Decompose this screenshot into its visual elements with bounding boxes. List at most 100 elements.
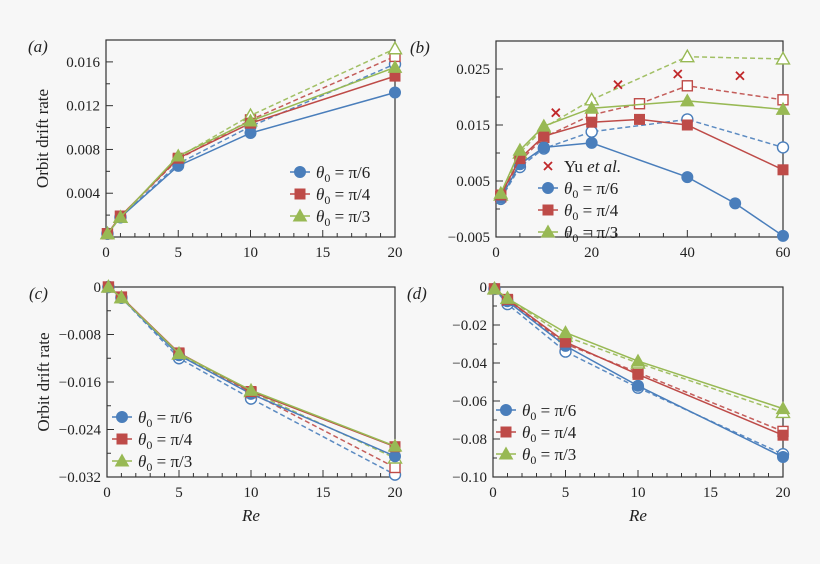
y-tick-label: −0.008 [59, 328, 101, 344]
legend-marker [294, 166, 306, 178]
legend-item-pi3: θ0 = π/3 [290, 207, 370, 229]
data-point [634, 113, 645, 125]
legend-label: θ0 = π/3 [138, 452, 192, 474]
legend-symbol: θ [564, 223, 572, 242]
legend-value: = π/6 [330, 163, 370, 182]
legend-value: = π/3 [578, 223, 618, 242]
legend-item-pi6: θ0 = π/6 [496, 401, 576, 423]
data-point [171, 345, 187, 359]
x-tick-label: 15 [316, 485, 331, 501]
legend-label: θ0 = π/3 [316, 207, 370, 229]
legend-subscript: 0 [146, 438, 152, 452]
x-tick-label: 10 [244, 485, 259, 501]
legend-subscript: 0 [572, 231, 578, 245]
legend-item-pi6: θ0 = π/6 [290, 163, 370, 185]
legend-item-pi4: θ0 = π/4 [290, 185, 371, 207]
legend-symbol: θ [522, 445, 530, 464]
series-line [106, 48, 396, 235]
legend-value: = π/3 [330, 207, 370, 226]
y-tick-label: −0.024 [59, 423, 102, 439]
legend-item-pi4: θ0 = π/4 [538, 201, 619, 223]
legend-label-italic: et al. [587, 157, 621, 176]
legend-item-pi4: θ0 = π/4 [496, 423, 577, 445]
legend: Yu et al.θ0 = π/6θ0 = π/4θ0 = π/3 [538, 157, 621, 245]
data-point [500, 290, 515, 304]
legend-item-pi6: θ0 = π/6 [112, 408, 192, 430]
legend-symbol: θ [316, 163, 324, 182]
y-tick-label: 0.012 [66, 99, 100, 115]
y-tick-label: 0.004 [66, 186, 100, 202]
legend-marker [500, 426, 512, 438]
legend-subscript: 0 [146, 416, 152, 430]
legend-label: Yu et al. [564, 157, 621, 176]
data-point [560, 336, 571, 348]
legend-subscript: 0 [324, 193, 330, 207]
y-tick-label: −0.032 [59, 470, 101, 486]
legend-item-pi6: θ0 = π/6 [538, 179, 618, 201]
x-tick-label: 20 [776, 485, 791, 501]
data-point [613, 80, 623, 90]
legend-subscript: 0 [530, 409, 536, 423]
x-tick-label: 15 [703, 485, 718, 501]
series-pi6-solid-filled [102, 281, 401, 463]
legend-label: θ0 = π/6 [138, 408, 192, 430]
series-pi3-solid-filled [493, 93, 791, 199]
legend-subscript: 0 [572, 209, 578, 223]
data-point [681, 171, 694, 184]
data-point [100, 226, 115, 240]
legend-marker [542, 182, 554, 194]
legend-marker [540, 224, 556, 238]
data-point [585, 136, 598, 149]
data-point [735, 71, 745, 81]
x-tick-label: 5 [175, 485, 183, 501]
legend-marker [294, 188, 306, 200]
legend-label: θ0 = π/4 [138, 430, 193, 452]
legend-item-yu: Yu et al. [543, 157, 621, 176]
data-point [776, 141, 790, 154]
legend-marker [292, 208, 308, 222]
legend-value: = π/6 [578, 179, 618, 198]
data-point [775, 50, 791, 65]
legend: θ0 = π/6θ0 = π/4θ0 = π/3 [290, 163, 371, 229]
chart-panel-b: 0 20 40 60 −0.005 0.005 0.015 0.025 (b) Yu et al.… [410, 38, 791, 261]
y-tick-label: −0.06 [452, 394, 487, 410]
legend: θ0 = π/6θ0 = π/4θ0 = π/3 [496, 401, 577, 467]
data-point [387, 59, 403, 73]
data-point [493, 185, 509, 199]
data-point [244, 127, 257, 140]
plot-frame [105, 39, 396, 238]
series-line [500, 118, 784, 200]
chart-panel-c: 0 5 10 15 20 −0.032 −0.024 −0.016 −0.008 0 (c) Orbi… [29, 279, 403, 525]
legend-subscript: 0 [324, 215, 330, 229]
legend-symbol: θ [564, 201, 572, 220]
data-point [389, 461, 401, 474]
legend-value: = π/4 [578, 201, 618, 220]
x-tick-label: 20 [388, 485, 403, 501]
data-point [673, 69, 683, 79]
legend-label: θ0 = π/4 [522, 423, 577, 445]
y-tick-label: 0.008 [66, 142, 100, 158]
panel-label: (d) [407, 284, 427, 303]
legend-subscript: 0 [530, 431, 536, 445]
data-point [679, 93, 695, 107]
legend-item-pi4: θ0 = π/4 [112, 430, 193, 452]
x-tick-label: 0 [492, 245, 500, 261]
legend-item-pi3: θ0 = π/3 [496, 445, 576, 467]
data-point [243, 113, 258, 127]
x-tick-label: 10 [243, 245, 258, 261]
data-point [679, 48, 696, 63]
panel-label: (b) [410, 38, 430, 57]
y-tick-label: 0.016 [66, 55, 100, 71]
legend-subscript: 0 [572, 187, 578, 201]
y-tick-label: 0.015 [456, 118, 490, 134]
data-point [777, 451, 789, 464]
legend-subscript: 0 [324, 171, 330, 185]
y-tick-label: −0.016 [59, 375, 102, 391]
legend-symbol: θ [564, 179, 572, 198]
data-point [681, 119, 693, 131]
data-point [537, 141, 550, 154]
data-point [632, 368, 644, 380]
legend-symbol: θ [316, 207, 324, 226]
y-axis-label: Orbit drift rate [34, 332, 53, 431]
